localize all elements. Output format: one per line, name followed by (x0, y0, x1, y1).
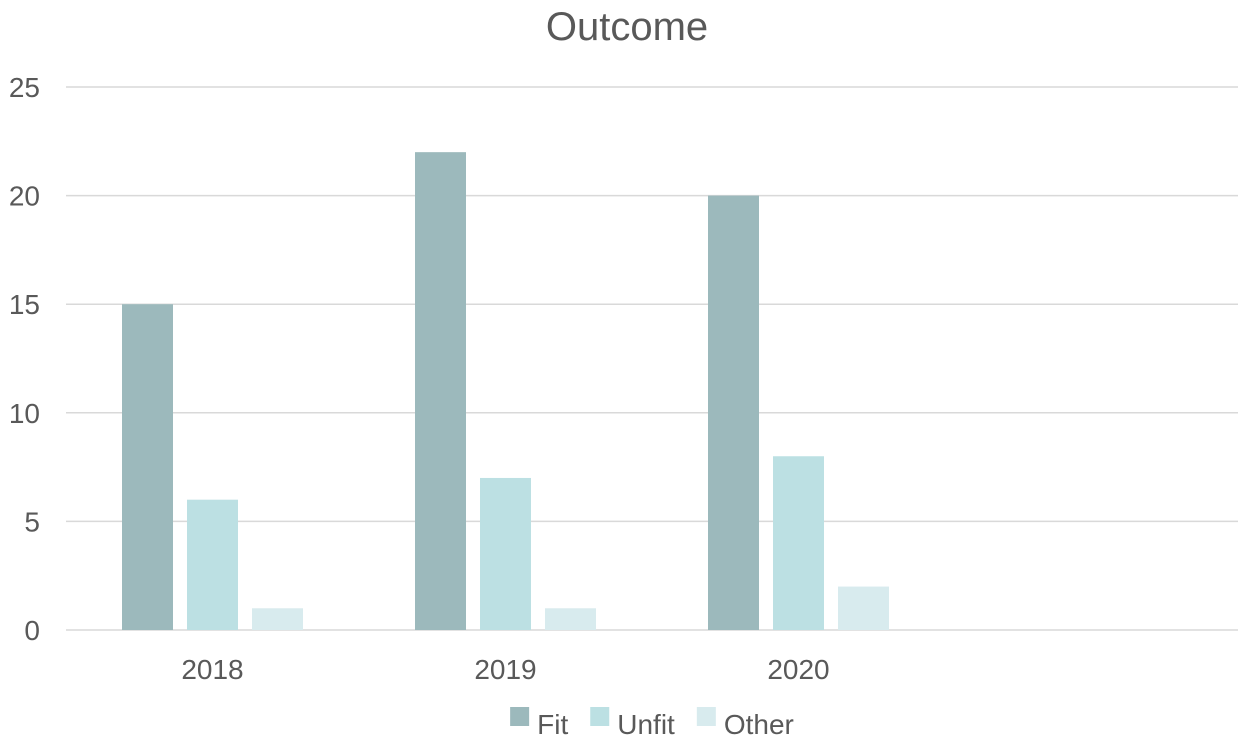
y-tick-label: 20 (9, 181, 40, 212)
legend-swatch-other (697, 707, 716, 726)
bar-other-2019 (545, 608, 596, 630)
y-tick-label: 0 (24, 615, 40, 646)
legend-label-unfit: Unfit (617, 709, 675, 740)
x-tick-label: 2020 (767, 654, 829, 685)
y-tick-label: 10 (9, 398, 40, 429)
bar-unfit-2019 (480, 478, 531, 630)
bar-fit-2020 (708, 196, 759, 630)
y-tick-label: 5 (24, 506, 40, 537)
x-tick-label: 2018 (181, 654, 243, 685)
legend: Fit Unfit Other (510, 707, 794, 740)
bar-fit-2018 (122, 304, 173, 630)
bar-other-2020 (838, 587, 889, 630)
bar-unfit-2020 (773, 456, 824, 630)
legend-swatch-fit (510, 707, 529, 726)
legend-label-fit: Fit (537, 709, 568, 740)
y-axis-tick-labels: 0 5 10 15 20 25 (9, 72, 40, 646)
legend-swatch-unfit (590, 707, 609, 726)
bars (122, 152, 889, 630)
y-tick-label: 15 (9, 289, 40, 320)
x-tick-label: 2019 (474, 654, 536, 685)
bar-fit-2019 (415, 152, 466, 630)
x-axis-tick-labels: 2018 2019 2020 (181, 654, 829, 685)
bar-unfit-2018 (187, 500, 238, 630)
bar-other-2018 (252, 608, 303, 630)
gridlines (66, 87, 1238, 630)
y-tick-label: 25 (9, 72, 40, 103)
chart-title: Outcome (546, 5, 708, 49)
legend-label-other: Other (724, 709, 794, 740)
